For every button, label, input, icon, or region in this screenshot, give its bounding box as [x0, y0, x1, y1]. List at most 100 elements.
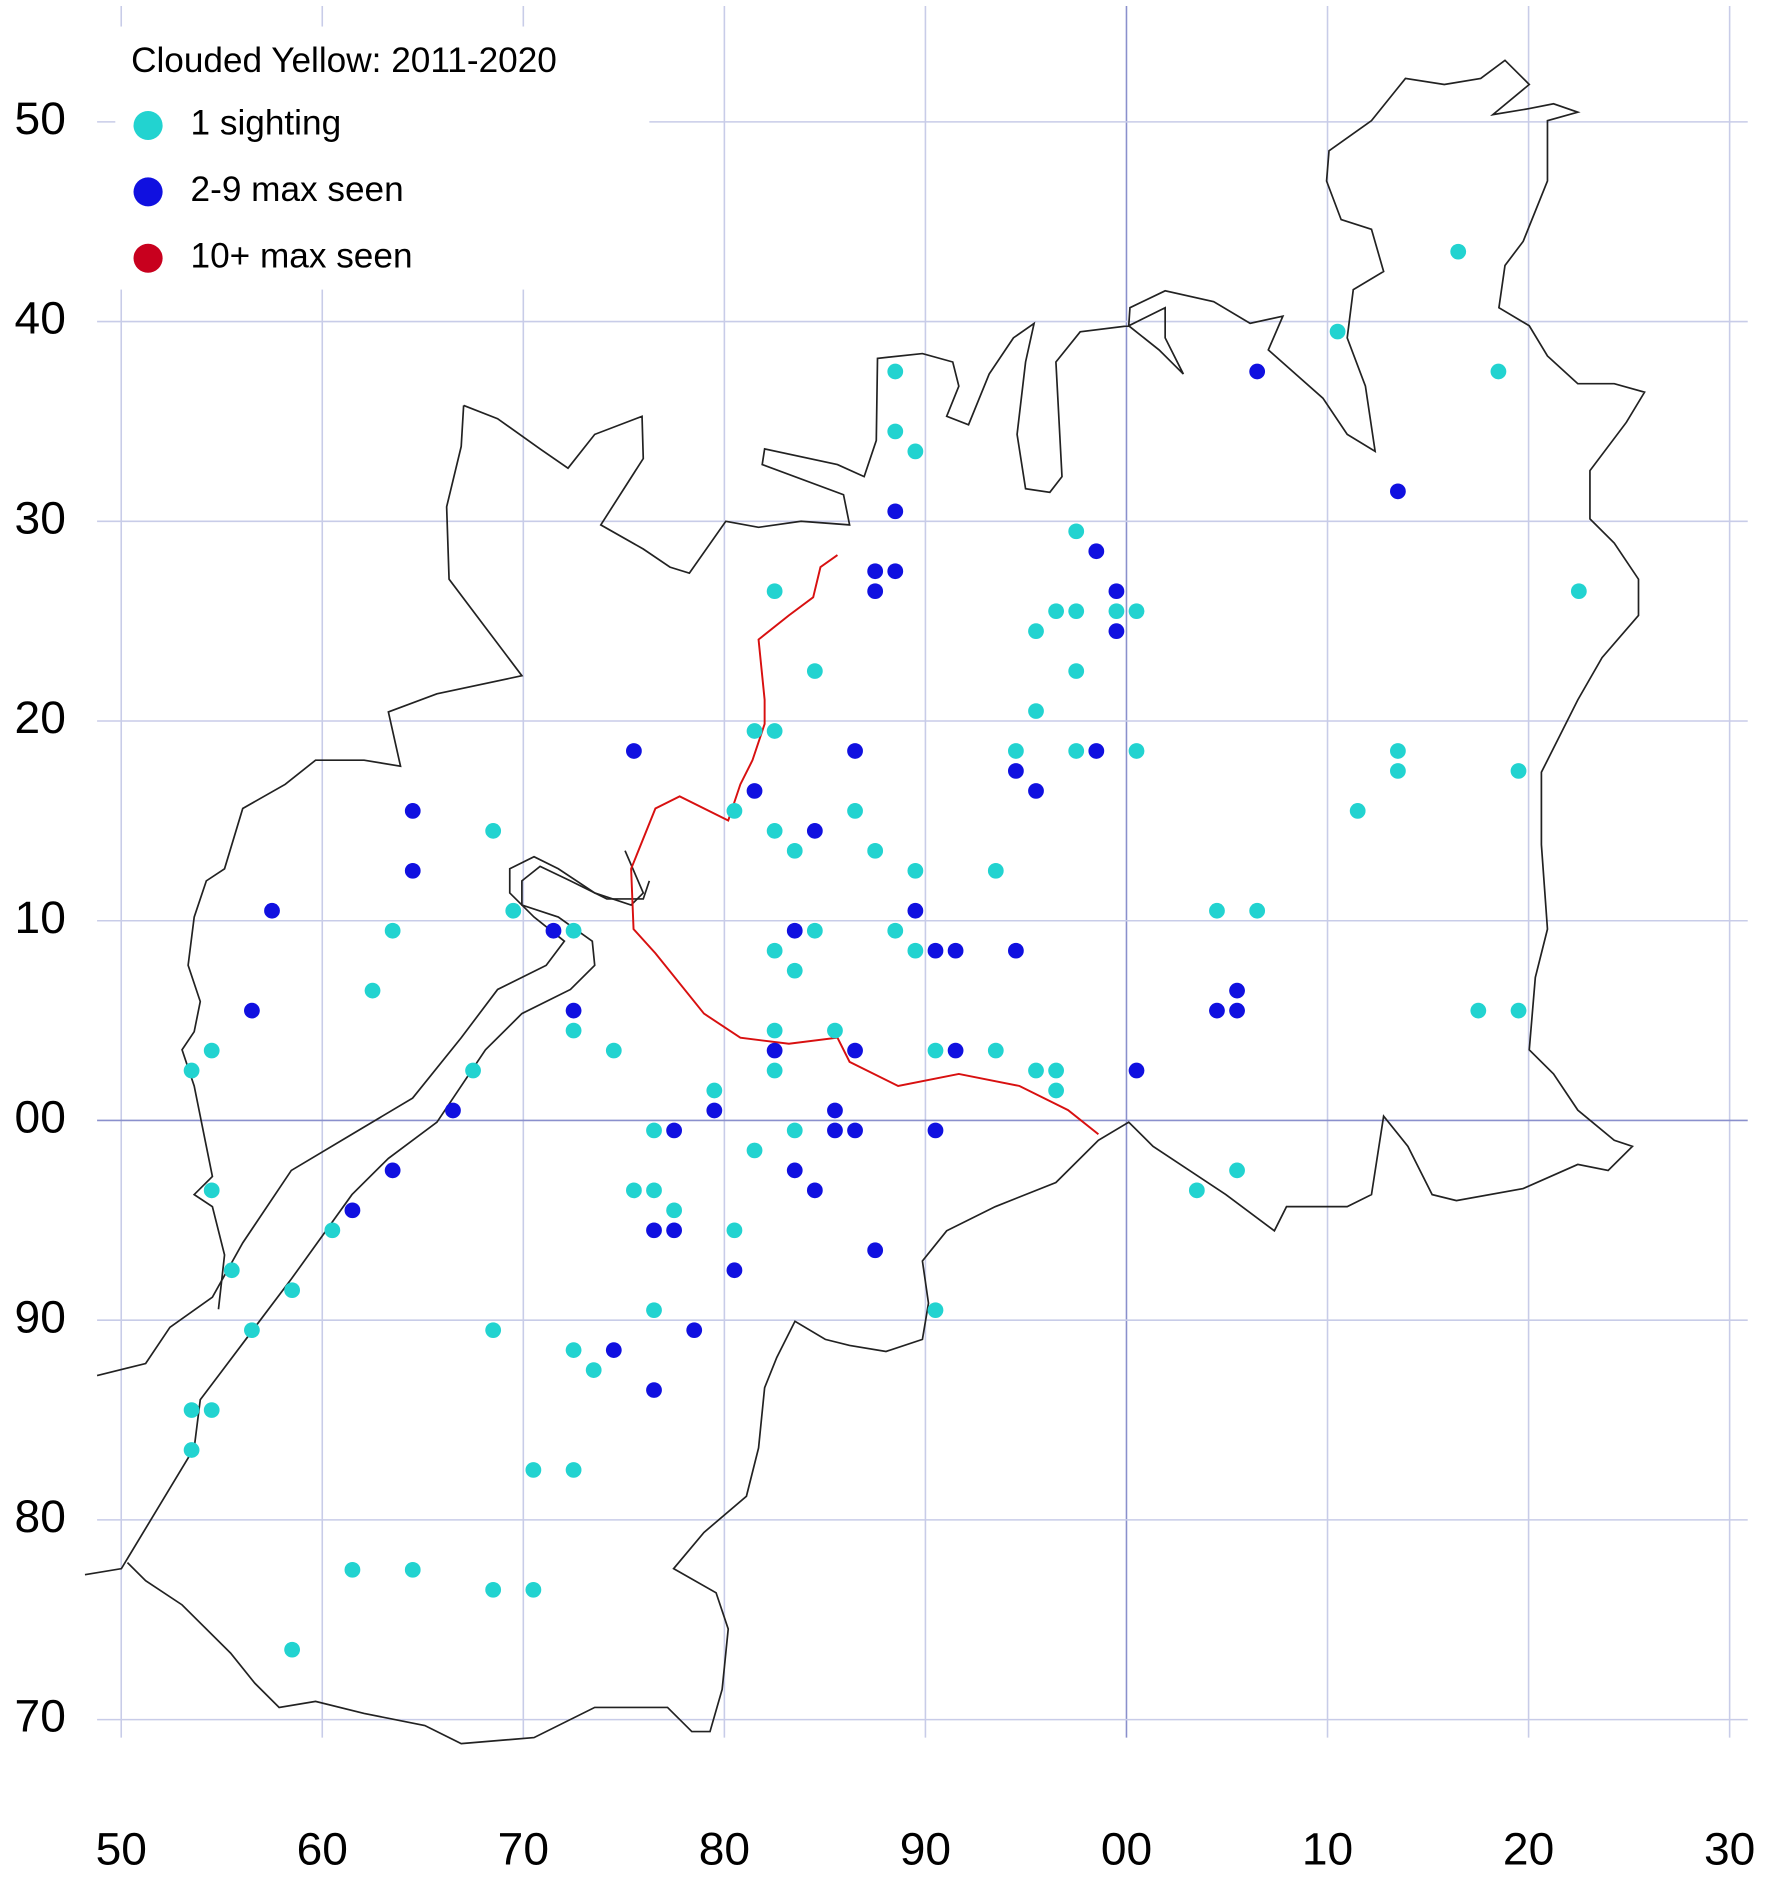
point — [324, 1222, 341, 1239]
point — [626, 1182, 642, 1199]
legend-marker — [133, 177, 163, 207]
point — [786, 922, 803, 939]
point — [947, 1042, 964, 1059]
point — [1128, 1062, 1145, 1079]
point — [706, 1102, 723, 1119]
point — [867, 1242, 884, 1259]
legend-label: 1 sighting — [191, 104, 342, 143]
point — [1068, 523, 1085, 540]
point — [384, 922, 401, 939]
point — [264, 902, 280, 919]
point — [907, 443, 924, 460]
grid — [97, 6, 1748, 1738]
point — [847, 1122, 863, 1139]
point — [244, 1002, 260, 1019]
y-tick-label: 40 — [15, 292, 66, 344]
point — [746, 783, 763, 799]
county-boundary — [181, 405, 524, 1310]
point — [1229, 1002, 1245, 1019]
point — [183, 1442, 200, 1458]
point — [987, 862, 1004, 879]
point — [867, 583, 884, 600]
point — [766, 823, 783, 839]
legend-label: 10+ max seen — [191, 237, 413, 276]
point — [1188, 1182, 1205, 1199]
point — [786, 1122, 803, 1139]
point — [1490, 363, 1507, 380]
point — [485, 1322, 502, 1339]
point — [907, 942, 924, 959]
point — [666, 1222, 683, 1239]
point — [344, 1202, 361, 1219]
point — [927, 1042, 944, 1059]
point — [565, 1002, 582, 1019]
point — [1229, 1162, 1245, 1179]
point — [626, 743, 642, 759]
point — [565, 1022, 582, 1039]
point — [605, 1342, 622, 1358]
point — [1209, 1002, 1225, 1019]
point — [605, 1042, 622, 1059]
point — [404, 862, 421, 879]
point — [786, 1162, 803, 1179]
x-tick-label: 50 — [96, 1822, 147, 1874]
point — [1088, 543, 1105, 560]
point — [284, 1282, 301, 1299]
point — [445, 1102, 461, 1119]
point — [1249, 902, 1266, 919]
point — [786, 962, 803, 979]
point — [927, 1302, 944, 1319]
point — [1390, 763, 1406, 779]
estuary-bank — [96, 850, 645, 1377]
x-tick-label: 90 — [900, 1822, 951, 1874]
y-tick-label: 70 — [15, 1690, 66, 1742]
point — [203, 1042, 220, 1059]
point — [1108, 583, 1125, 600]
point — [646, 1122, 662, 1139]
x-tick-label: 70 — [498, 1822, 549, 1874]
point — [485, 1581, 502, 1598]
legend: 1 sighting 2-9 max seen 10+ max seen — [133, 104, 413, 276]
point — [1108, 623, 1125, 639]
point — [786, 842, 803, 859]
point — [1390, 743, 1406, 759]
point — [244, 1322, 260, 1339]
point — [766, 1062, 783, 1079]
point — [1048, 1082, 1064, 1099]
point — [666, 1202, 683, 1219]
point — [1249, 363, 1266, 380]
point — [525, 1462, 542, 1478]
point — [183, 1402, 200, 1418]
point — [1028, 703, 1044, 719]
point — [947, 942, 964, 959]
point — [1048, 1062, 1064, 1079]
y-tick-label: 50 — [15, 92, 66, 144]
point — [847, 1042, 863, 1059]
point — [585, 1362, 602, 1378]
point — [746, 1142, 763, 1159]
y-tick-label: 90 — [15, 1290, 66, 1342]
point — [1128, 743, 1145, 759]
point — [646, 1182, 662, 1199]
chart-title: Clouded Yellow: 2011-2020 — [131, 41, 557, 80]
legend-marker — [133, 243, 163, 273]
point — [827, 1102, 843, 1119]
y-tick-label: 20 — [15, 691, 66, 743]
point — [1108, 603, 1125, 620]
point — [404, 803, 421, 819]
point — [887, 503, 904, 520]
map-outline — [84, 59, 1646, 1745]
point — [1229, 982, 1245, 999]
x-tick-label: 60 — [297, 1822, 348, 1874]
point — [223, 1262, 240, 1279]
point — [284, 1641, 301, 1658]
point — [1088, 743, 1105, 759]
point — [1510, 1002, 1527, 1019]
x-tick-label: 10 — [1302, 1822, 1353, 1874]
point — [726, 1262, 743, 1279]
point — [806, 922, 823, 939]
legend-background — [115, 26, 650, 290]
point — [203, 1402, 220, 1418]
point — [545, 922, 562, 939]
